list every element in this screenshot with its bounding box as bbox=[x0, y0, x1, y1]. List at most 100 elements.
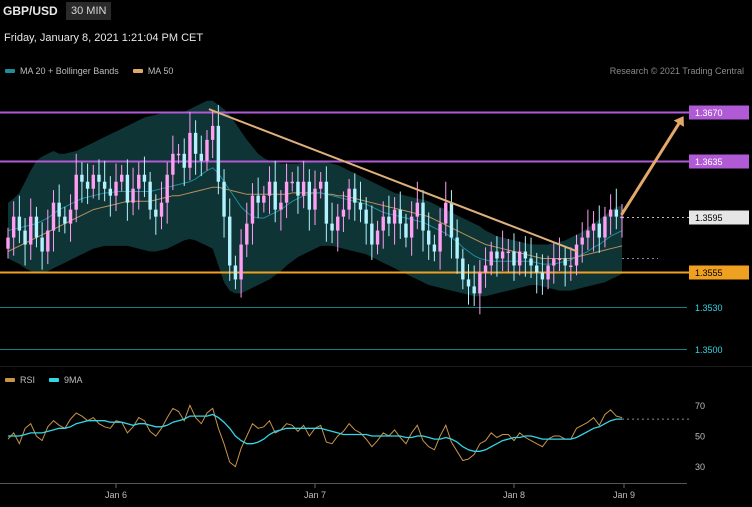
candle-body bbox=[620, 216, 624, 219]
candle bbox=[318, 171, 323, 199]
level-label-box bbox=[689, 265, 749, 280]
legend-9ma-label: 9MA bbox=[64, 375, 83, 385]
candle bbox=[256, 177, 260, 219]
candle bbox=[347, 178, 351, 220]
candle-body bbox=[404, 223, 408, 238]
candle bbox=[148, 171, 152, 220]
candle bbox=[131, 167, 135, 216]
candle bbox=[284, 163, 289, 219]
candle-body bbox=[148, 181, 152, 210]
candle-body bbox=[63, 216, 67, 224]
candle-body bbox=[199, 153, 203, 161]
candle bbox=[108, 176, 113, 217]
candle bbox=[529, 237, 533, 279]
candle bbox=[307, 169, 312, 231]
legend-rsi-swatch bbox=[5, 378, 15, 382]
candle bbox=[273, 160, 277, 223]
candle-body bbox=[114, 181, 118, 196]
candle-body bbox=[336, 216, 340, 231]
candle-body bbox=[597, 223, 601, 238]
candle-body bbox=[466, 279, 471, 287]
candle-body bbox=[569, 265, 573, 267]
candle bbox=[279, 190, 283, 231]
candle bbox=[330, 202, 334, 244]
candle bbox=[409, 201, 414, 256]
candle-body bbox=[233, 265, 238, 280]
candle-body bbox=[102, 181, 107, 189]
candle bbox=[120, 164, 124, 192]
rsi-tick-50: 50 bbox=[695, 432, 705, 442]
candle bbox=[449, 190, 454, 259]
candle bbox=[353, 173, 357, 221]
candle-body bbox=[228, 216, 232, 266]
candle-body bbox=[97, 174, 101, 182]
candle bbox=[381, 201, 385, 249]
candle bbox=[483, 247, 488, 288]
candle bbox=[500, 230, 505, 272]
candle-body bbox=[603, 216, 607, 238]
legend-ma50: MA 50 bbox=[132, 66, 173, 76]
candle-body bbox=[176, 153, 181, 156]
candle bbox=[182, 138, 186, 186]
candle bbox=[398, 191, 402, 239]
candle bbox=[540, 254, 545, 295]
candle-body bbox=[125, 174, 130, 203]
level-label-1.3670: 1.3670 bbox=[689, 105, 749, 120]
candle-body bbox=[68, 209, 73, 224]
candle-body bbox=[307, 181, 312, 210]
candle bbox=[563, 245, 567, 287]
candle-body bbox=[375, 230, 380, 245]
level-label-1.3635: 1.3635 bbox=[689, 154, 749, 169]
candle-body bbox=[188, 132, 192, 168]
candle-body bbox=[546, 265, 550, 280]
candle-body bbox=[523, 251, 528, 259]
candle bbox=[159, 181, 164, 230]
candle-body bbox=[483, 265, 488, 273]
timeframe-badge[interactable]: 30 MIN bbox=[66, 2, 112, 20]
candle bbox=[341, 191, 346, 232]
candle bbox=[608, 194, 613, 235]
candle-body bbox=[398, 209, 402, 224]
candle bbox=[432, 234, 437, 262]
candle-body bbox=[563, 258, 567, 266]
candle-body bbox=[370, 223, 374, 245]
candle-body bbox=[267, 181, 272, 196]
candle-body bbox=[438, 223, 442, 252]
candle-body bbox=[222, 181, 226, 217]
candle-body bbox=[284, 181, 289, 203]
candle-body bbox=[432, 244, 437, 252]
candle-body bbox=[461, 258, 465, 280]
candle-body bbox=[529, 258, 533, 266]
candle-body bbox=[318, 181, 323, 189]
candle-body bbox=[40, 237, 44, 252]
candle bbox=[11, 201, 16, 256]
candle-body bbox=[586, 230, 590, 238]
candle-body bbox=[495, 251, 499, 259]
candle bbox=[444, 181, 448, 237]
candle-body bbox=[11, 216, 16, 238]
candle bbox=[495, 236, 499, 277]
candle bbox=[364, 197, 368, 245]
candle-body bbox=[108, 188, 113, 196]
candle-body bbox=[290, 181, 294, 184]
candle bbox=[478, 259, 482, 315]
level-label-1.3500: 1.3500 bbox=[695, 345, 723, 355]
candle bbox=[63, 206, 67, 234]
candle bbox=[375, 220, 380, 255]
candle bbox=[125, 159, 130, 221]
candle bbox=[290, 171, 294, 192]
candle bbox=[250, 183, 255, 245]
candle bbox=[222, 169, 226, 238]
datetime-label: Friday, January 8, 2021 1:21:04 PM CET bbox=[4, 32, 204, 44]
level-label-text: 1.3500 bbox=[695, 345, 723, 355]
candle bbox=[466, 264, 471, 305]
candle-body bbox=[591, 223, 596, 231]
candle bbox=[569, 247, 573, 281]
x-tick-Jan-9: Jan 9 bbox=[613, 490, 635, 500]
candle bbox=[57, 184, 61, 232]
candle-body bbox=[500, 251, 505, 259]
candle-body bbox=[85, 181, 90, 189]
candle bbox=[171, 135, 175, 191]
candle-body bbox=[159, 202, 164, 217]
